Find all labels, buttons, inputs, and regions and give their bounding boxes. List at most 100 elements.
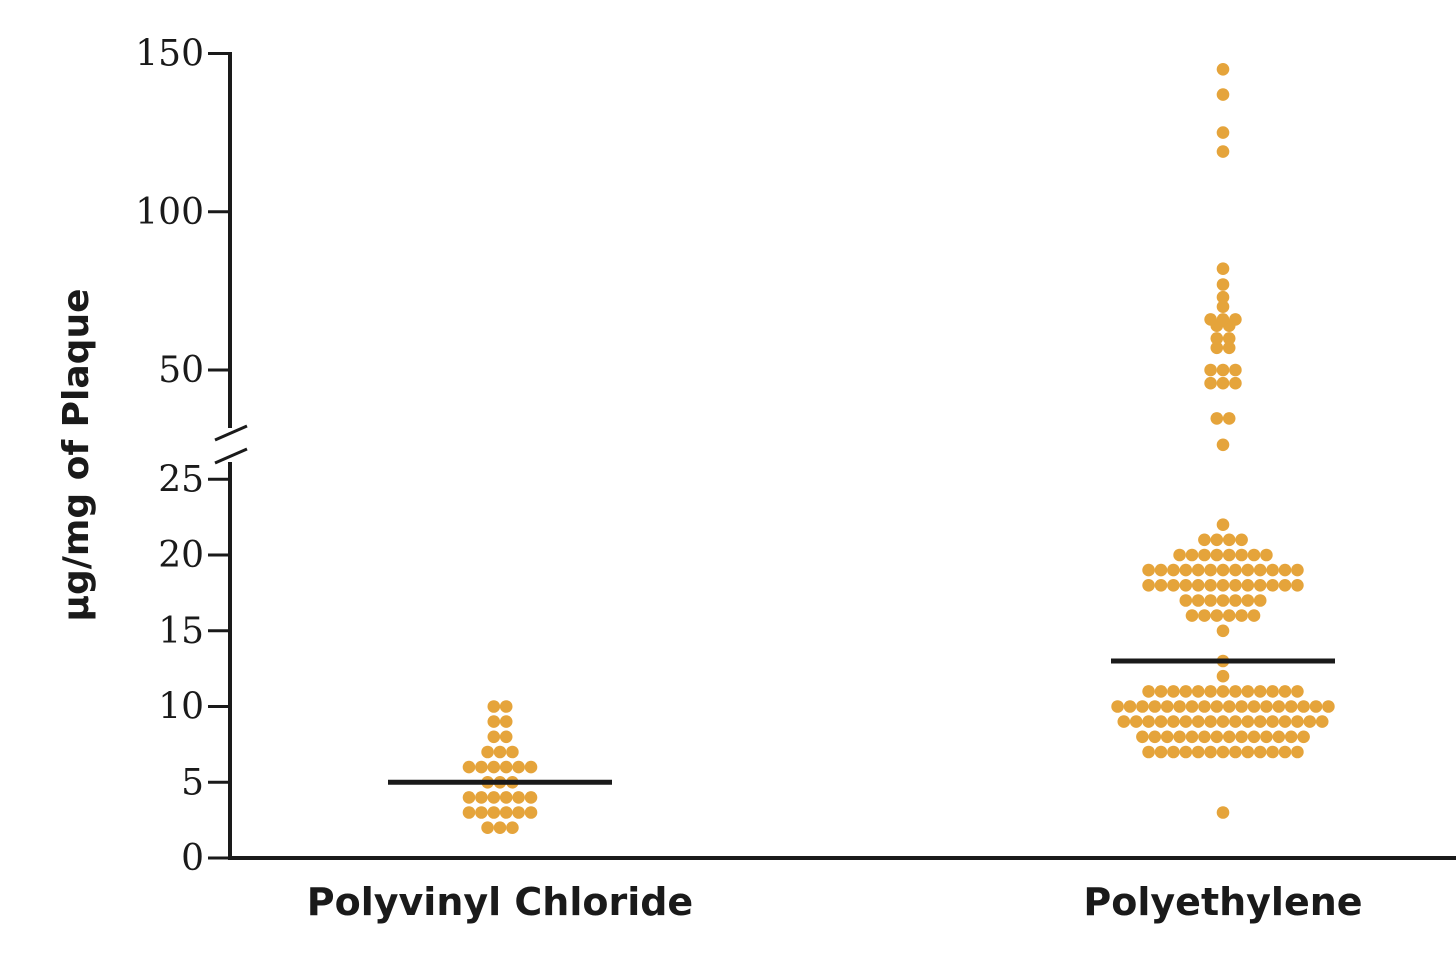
data-point [493, 821, 507, 834]
data-point [1247, 730, 1261, 744]
data-point [462, 791, 476, 804]
data-point [1315, 715, 1329, 728]
data-point [1210, 412, 1224, 425]
data-point [1241, 563, 1255, 577]
data-point [1167, 563, 1180, 577]
data-point [1216, 300, 1230, 314]
data-point [1204, 685, 1217, 698]
data-point [1216, 624, 1230, 638]
data-point [1173, 548, 1186, 562]
data-point [1260, 730, 1273, 744]
y-tick-label: 100 [135, 192, 204, 233]
data-point [1284, 700, 1298, 713]
data-point [1216, 63, 1230, 76]
y-tick-label: 5 [181, 762, 204, 803]
data-point [1160, 700, 1174, 713]
data-point [1247, 609, 1261, 622]
data-point [1154, 563, 1168, 577]
data-point [1216, 290, 1230, 304]
data-point [487, 730, 501, 744]
data-point [1179, 563, 1193, 577]
data-point [1210, 341, 1224, 355]
data-point [1204, 363, 1217, 377]
data-point [1272, 700, 1286, 713]
data-point [481, 745, 494, 759]
data-point [1266, 563, 1279, 577]
y-tick-label: 15 [158, 611, 204, 652]
data-point [1235, 533, 1248, 547]
data-point [1247, 548, 1261, 562]
data-point [1229, 685, 1242, 698]
data-point [1204, 563, 1217, 577]
data-point [1216, 262, 1230, 276]
data-point [1266, 715, 1279, 728]
data-point [1235, 700, 1248, 713]
data-point [1235, 609, 1248, 622]
axis-break-mark-lower [214, 447, 248, 465]
data-point [1253, 685, 1267, 698]
data-point [499, 791, 513, 804]
data-point [1235, 730, 1248, 744]
data-point [1216, 313, 1230, 326]
data-point [1222, 332, 1236, 345]
data-point [1229, 563, 1242, 577]
data-point [1229, 715, 1242, 728]
data-point [1222, 412, 1236, 425]
data-point [1210, 730, 1224, 744]
data-point [1185, 700, 1199, 713]
data-point [1222, 341, 1236, 355]
data-point [1185, 548, 1199, 562]
data-point [1154, 685, 1168, 698]
data-point [499, 700, 513, 713]
data-point [1216, 579, 1230, 592]
data-point [1198, 533, 1211, 547]
median-lines [388, 658, 1335, 785]
data-point [524, 760, 538, 774]
data-point [512, 760, 525, 774]
y-tick-label: 0 [181, 838, 204, 879]
data-point [1229, 594, 1242, 607]
data-point [1210, 609, 1224, 622]
data-point [506, 821, 519, 834]
x-category-label: Polyethylene [1083, 880, 1362, 924]
data-point [1278, 715, 1292, 728]
data-point [1216, 563, 1230, 577]
data-point [475, 806, 488, 819]
data-point [493, 745, 507, 759]
data-point [1142, 745, 1155, 759]
data-point [1160, 730, 1174, 744]
data-point [1222, 533, 1236, 547]
data-point [1117, 715, 1131, 728]
data-point [1253, 715, 1267, 728]
data-point [1260, 700, 1273, 713]
y-ticks: 0 5 10 15 20 25 50 100 150 [135, 34, 232, 879]
data-point [1229, 376, 1242, 390]
data-point [1204, 579, 1217, 592]
data-point [499, 806, 513, 819]
data-point [1241, 745, 1255, 759]
data-point [1216, 594, 1230, 607]
data-point [1210, 332, 1224, 345]
data-point [1191, 715, 1205, 728]
data-point [1136, 700, 1149, 713]
data-point [1266, 745, 1279, 759]
data-point [1216, 518, 1230, 531]
data-point [1198, 609, 1211, 622]
data-point [487, 715, 501, 728]
y-tick-label: 50 [158, 350, 204, 391]
data-point [499, 730, 513, 744]
data-point [1185, 609, 1199, 622]
data-point [1216, 376, 1230, 390]
data-point [475, 791, 488, 804]
data-point [1253, 745, 1267, 759]
data-point [1204, 715, 1217, 728]
data-point [1204, 376, 1217, 390]
data-point [524, 806, 538, 819]
data-point [499, 715, 513, 728]
data-point [1191, 563, 1205, 577]
data-point [1216, 745, 1230, 759]
axes [214, 53, 1456, 860]
data-point [1191, 594, 1205, 607]
data-point [1284, 730, 1298, 744]
data-point [1111, 700, 1124, 713]
